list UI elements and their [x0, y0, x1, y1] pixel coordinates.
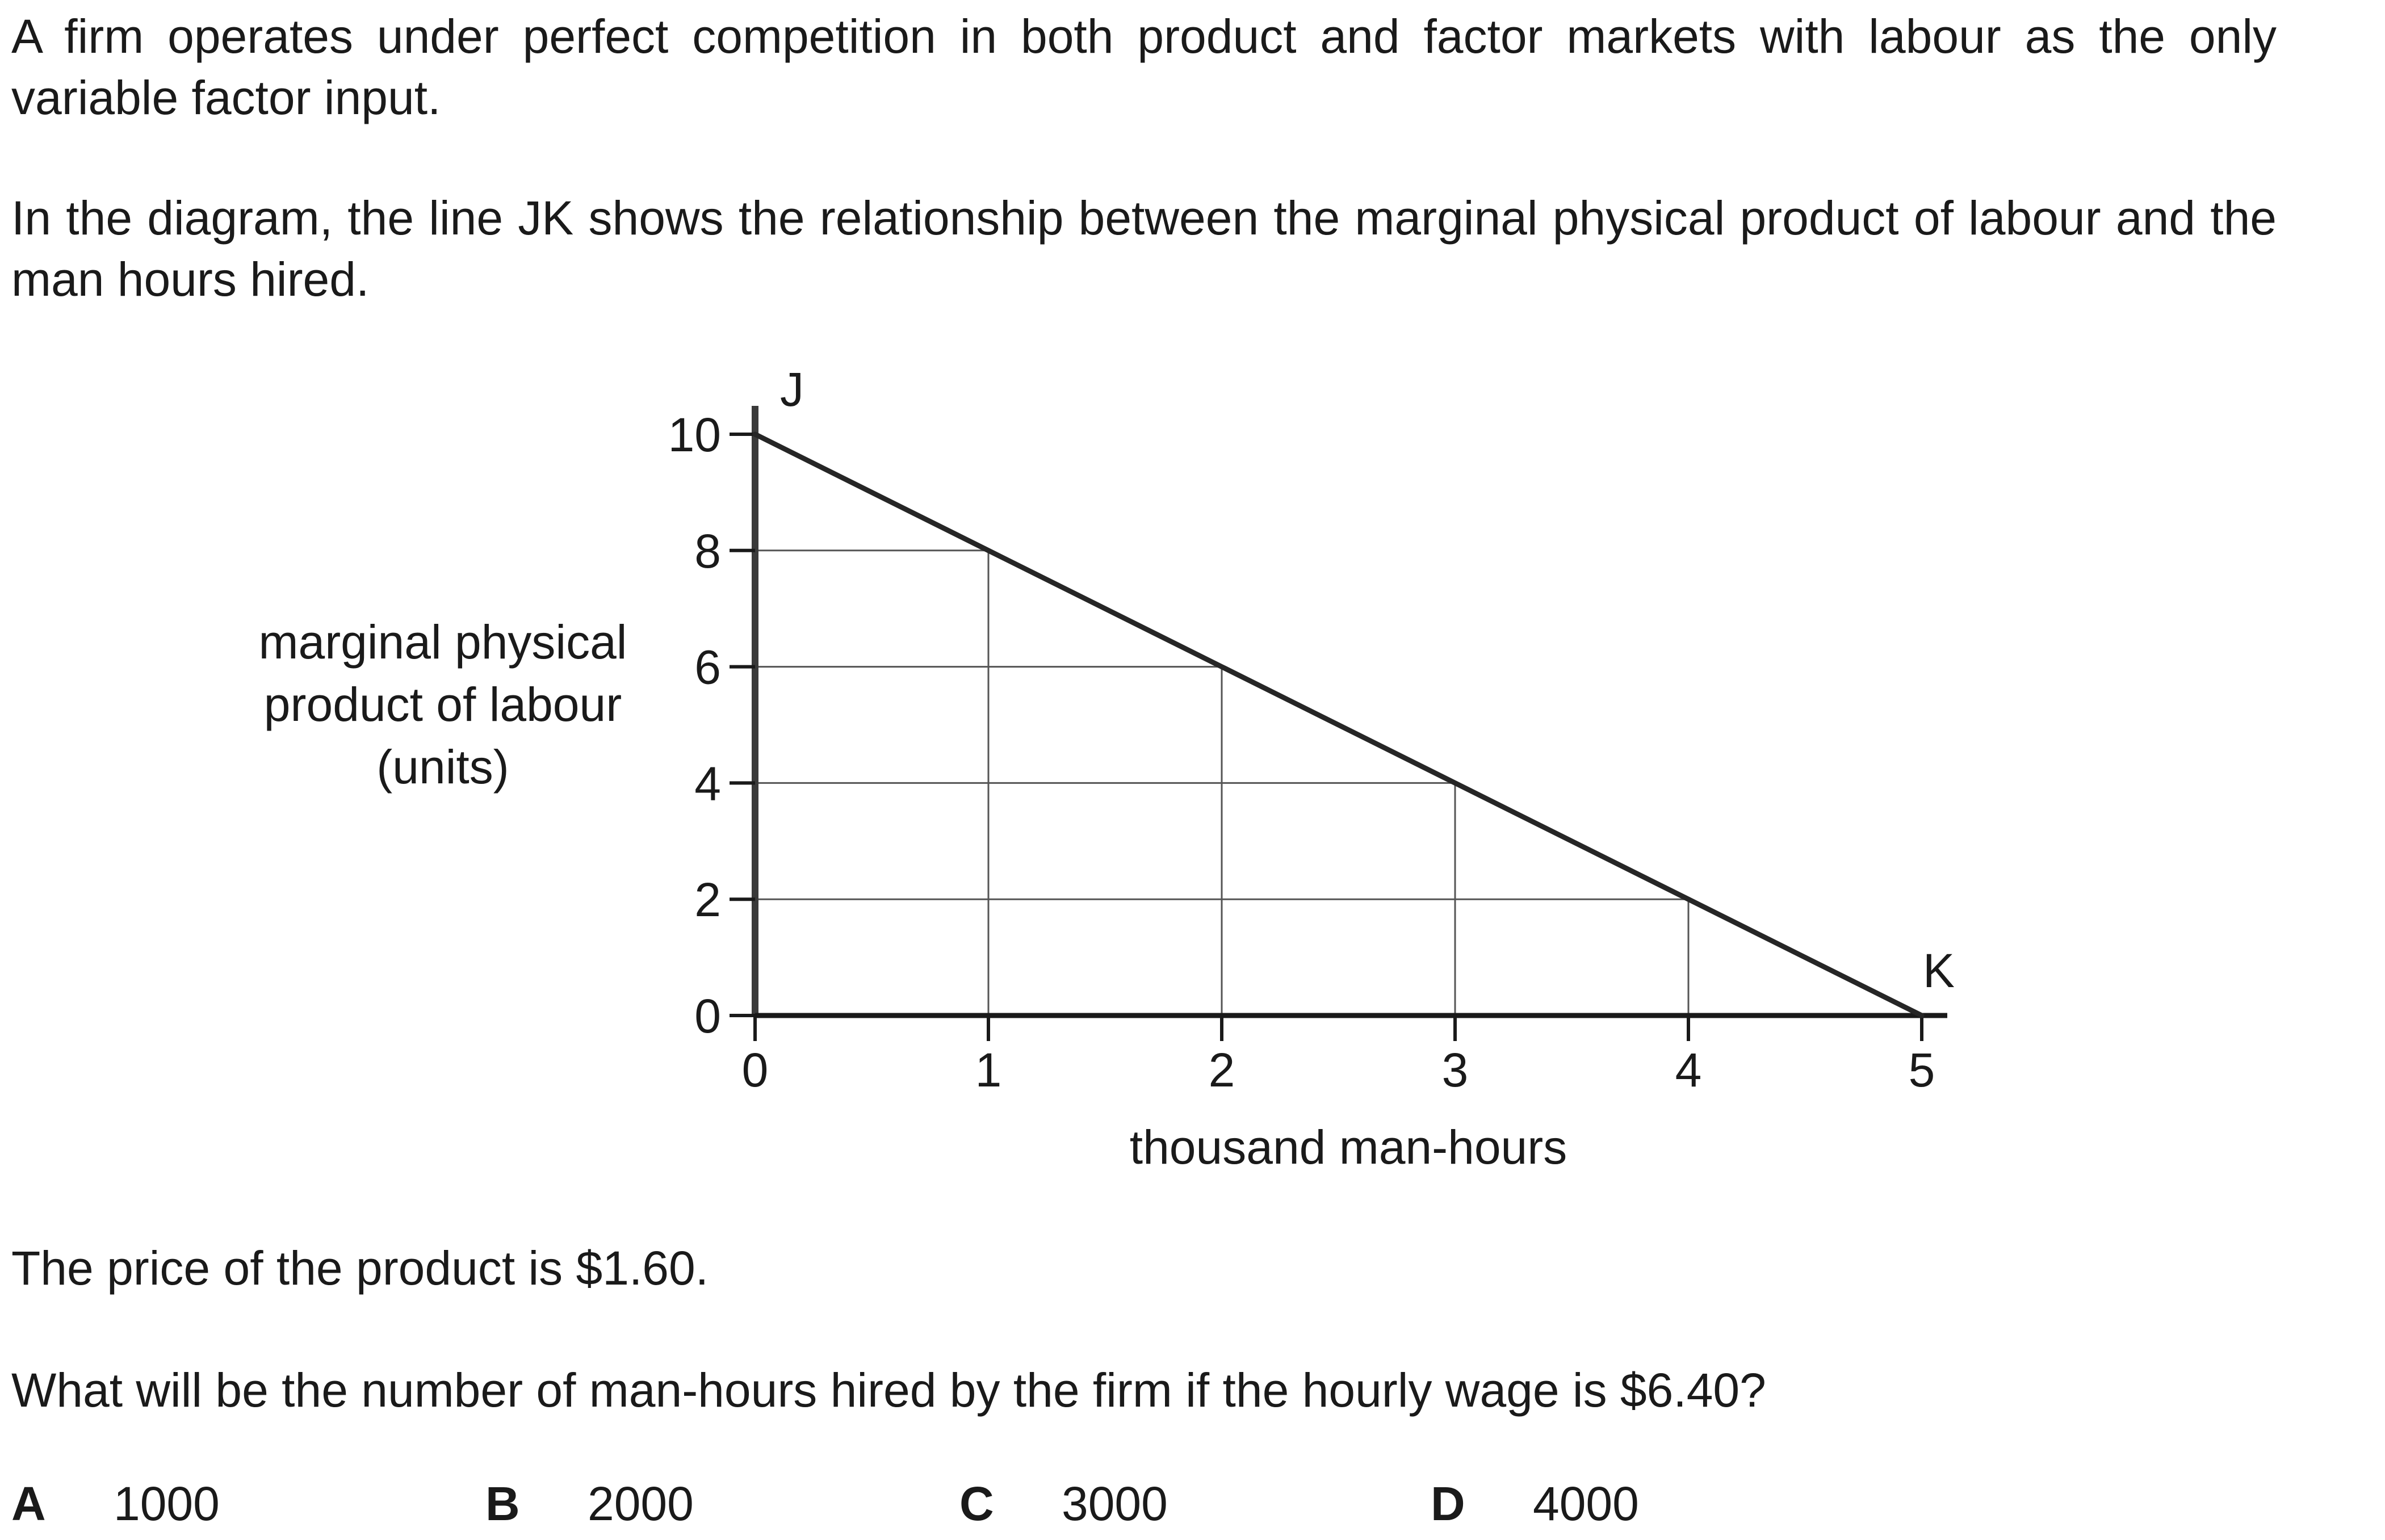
x-axis-label: thousand man-hours — [1130, 1121, 1567, 1174]
series — [752, 431, 1925, 1018]
intro-paragraph-1: A firm operates under perfect competitio… — [11, 10, 2277, 124]
x-tick-label-3: 3 — [1442, 1043, 1469, 1097]
y-axis-label-line-3: (units) — [376, 740, 509, 794]
y-tick-label-2: 2 — [694, 873, 721, 926]
y-axis-label-line-1: marginal physical — [259, 615, 627, 669]
price-statement: The price of the product is $1.60. — [11, 1241, 709, 1295]
point-labels: JK — [780, 363, 1955, 997]
option-a-text[interactable]: 1000 — [114, 1477, 220, 1530]
point-label-k: K — [1923, 944, 1955, 997]
axes — [752, 406, 1947, 1018]
x-tick-label-5: 5 — [1909, 1043, 1935, 1097]
x-tick-label-2: 2 — [1209, 1043, 1235, 1097]
y-axis-label: marginal physical product of labour (uni… — [259, 615, 627, 794]
x-tick-label-0: 0 — [742, 1043, 769, 1097]
option-b-text[interactable]: 2000 — [588, 1477, 694, 1530]
y-tick-label-10: 10 — [668, 408, 721, 461]
mpp-chart: marginal physical product of labour (uni… — [259, 363, 1955, 1174]
x-tick-label-1: 1 — [975, 1043, 1002, 1097]
y-axis-label-line-2: product of labour — [264, 678, 622, 731]
option-d-letter: D — [1431, 1477, 1465, 1530]
x-tick-label-4: 4 — [1675, 1043, 1702, 1097]
intro-paragraph-2: In the diagram, the line JK shows the re… — [11, 191, 2277, 306]
line-jk — [752, 431, 1925, 1018]
option-c-letter: C — [959, 1477, 994, 1530]
guide-lines — [755, 549, 1690, 1016]
option-d-text[interactable]: 4000 — [1533, 1477, 1639, 1530]
option-c-text[interactable]: 3000 — [1062, 1477, 1168, 1530]
y-tick-label-6: 6 — [694, 641, 721, 694]
option-a-letter: A — [11, 1477, 46, 1530]
ticks: 0 2 4 6 8 10 0 1 2 3 4 5 — [668, 408, 1935, 1097]
point-label-j: J — [780, 363, 804, 416]
y-tick-label-0: 0 — [694, 989, 721, 1043]
question-prompt: What will be the number of man-hours hir… — [11, 1363, 1766, 1417]
y-tick-label-8: 8 — [694, 524, 721, 578]
option-b-letter: B — [485, 1477, 520, 1530]
y-tick-label-4: 4 — [694, 757, 721, 810]
